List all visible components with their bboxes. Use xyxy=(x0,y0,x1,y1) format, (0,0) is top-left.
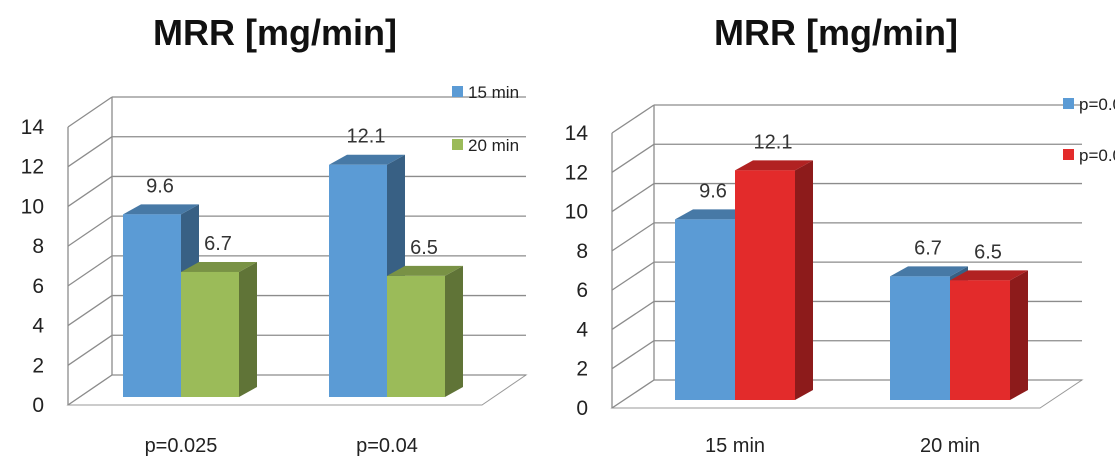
bar-top xyxy=(890,266,968,277)
wall-gridline xyxy=(67,175,113,207)
y-tick-label: 6 xyxy=(576,279,588,302)
bar-top xyxy=(181,261,257,272)
y-tick-label: 0 xyxy=(32,394,44,417)
bar-top xyxy=(123,204,199,215)
chart-panel-left: MRR [mg/min] 0 2 4 6 8 10 12 14 9.6 6.7 p=0.025 12.… xyxy=(0,0,550,459)
bar-chart-right: 0 2 4 6 8 10 12 14 9.6 12.1 15 min 6.7 6.5 20 min p=0.… xyxy=(565,95,1115,457)
bar xyxy=(181,271,239,397)
wall-gridline xyxy=(611,261,655,291)
y-tick-label: 6 xyxy=(32,275,44,298)
legend-label: 15 min xyxy=(468,83,519,102)
legend-swatch xyxy=(452,86,463,97)
x-tick-label: 15 min xyxy=(705,435,765,457)
y-tick-label: 2 xyxy=(576,358,588,381)
bar-top xyxy=(329,154,405,165)
legend-swatch xyxy=(1063,98,1074,109)
bar-top xyxy=(950,270,1028,281)
chart-title: MRR [mg/min] xyxy=(714,12,958,53)
legend-label: p=0.025 xyxy=(1079,95,1115,114)
bar-side xyxy=(445,265,463,397)
bar xyxy=(675,219,735,400)
y-tick-label: 4 xyxy=(32,315,44,338)
x-tick-label: p=0.04 xyxy=(356,435,418,457)
y-tick-label: 0 xyxy=(576,397,588,420)
bar-side xyxy=(1010,270,1028,400)
wall-gridline xyxy=(611,183,655,213)
bar xyxy=(123,214,181,397)
wall-gridline xyxy=(67,295,113,327)
wall-gridline xyxy=(67,96,113,128)
data-label: 6.5 xyxy=(410,237,438,259)
legend-swatch xyxy=(1063,149,1074,160)
bar xyxy=(387,275,445,397)
y-tick-label: 14 xyxy=(21,116,45,139)
bar xyxy=(329,164,387,397)
x-tick-label: 20 min xyxy=(920,435,980,457)
wall-gridline xyxy=(67,374,113,406)
y-tick-label: 10 xyxy=(565,201,588,224)
data-label: 6.7 xyxy=(204,233,232,255)
bar xyxy=(890,276,950,400)
legend-label: p=0.04 xyxy=(1079,146,1115,165)
y-tick-label: 8 xyxy=(32,235,44,258)
wall-gridline xyxy=(67,136,113,168)
bar-side xyxy=(239,261,257,397)
wall-gridline xyxy=(611,143,655,173)
y-tick-label: 10 xyxy=(21,195,44,218)
wall-gridline xyxy=(67,334,113,366)
wall-gridline xyxy=(67,255,113,287)
wall-gridline xyxy=(611,340,655,370)
bar-top xyxy=(675,209,753,220)
wall-gridline xyxy=(611,222,655,252)
bar-top xyxy=(387,265,463,276)
legend-label: 20 min xyxy=(468,136,519,155)
data-label: 6.5 xyxy=(974,241,1002,263)
x-tick-label: p=0.025 xyxy=(145,435,218,457)
bar xyxy=(950,280,1010,400)
chart-panel-right: MRR [mg/min] 0 2 4 6 8 10 12 14 9.6 12.1 15 min 6.7… xyxy=(557,0,1115,459)
data-label: 12.1 xyxy=(347,126,386,148)
bar-chart-left: 0 2 4 6 8 10 12 14 9.6 6.7 p=0.025 12.1 6.5 p=0.04 15 … xyxy=(21,83,528,457)
bar-top xyxy=(735,160,813,171)
wall-gridline xyxy=(611,300,655,330)
data-label: 12.1 xyxy=(754,131,793,153)
chart-title: MRR [mg/min] xyxy=(153,12,397,53)
wall-gridline xyxy=(611,379,655,409)
wall-gridline xyxy=(611,104,655,134)
data-label: 9.6 xyxy=(146,175,174,197)
bar xyxy=(735,170,795,400)
data-label: 9.6 xyxy=(699,180,727,202)
y-tick-label: 12 xyxy=(21,156,44,179)
y-tick-label: 4 xyxy=(576,318,588,341)
data-label: 6.7 xyxy=(914,237,942,259)
legend-swatch xyxy=(452,139,463,150)
y-tick-label: 2 xyxy=(32,354,44,377)
y-tick-label: 14 xyxy=(565,122,589,145)
wall-gridline xyxy=(67,215,113,247)
y-tick-label: 12 xyxy=(565,161,588,184)
bar-side xyxy=(795,160,813,400)
y-tick-label: 8 xyxy=(576,240,588,263)
